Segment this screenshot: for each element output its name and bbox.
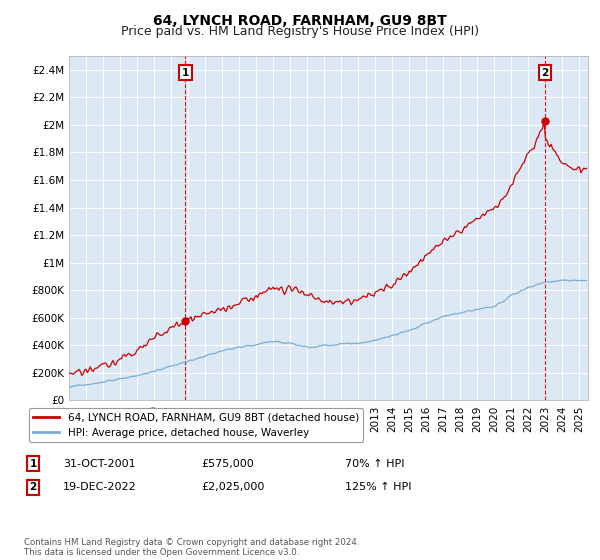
Text: Contains HM Land Registry data © Crown copyright and database right 2024.
This d: Contains HM Land Registry data © Crown c…	[24, 538, 359, 557]
Text: 64, LYNCH ROAD, FARNHAM, GU9 8BT: 64, LYNCH ROAD, FARNHAM, GU9 8BT	[153, 14, 447, 28]
Text: 19-DEC-2022: 19-DEC-2022	[63, 482, 137, 492]
Text: 1: 1	[182, 68, 189, 77]
Text: £575,000: £575,000	[201, 459, 254, 469]
Text: 31-OCT-2001: 31-OCT-2001	[63, 459, 136, 469]
Text: 1: 1	[29, 459, 37, 469]
Text: 125% ↑ HPI: 125% ↑ HPI	[345, 482, 412, 492]
Legend: 64, LYNCH ROAD, FARNHAM, GU9 8BT (detached house), HPI: Average price, detached : 64, LYNCH ROAD, FARNHAM, GU9 8BT (detach…	[29, 408, 363, 442]
Text: £2,025,000: £2,025,000	[201, 482, 265, 492]
Text: 2: 2	[29, 482, 37, 492]
Text: Price paid vs. HM Land Registry's House Price Index (HPI): Price paid vs. HM Land Registry's House …	[121, 25, 479, 38]
Text: 2: 2	[541, 68, 548, 77]
Text: 70% ↑ HPI: 70% ↑ HPI	[345, 459, 404, 469]
